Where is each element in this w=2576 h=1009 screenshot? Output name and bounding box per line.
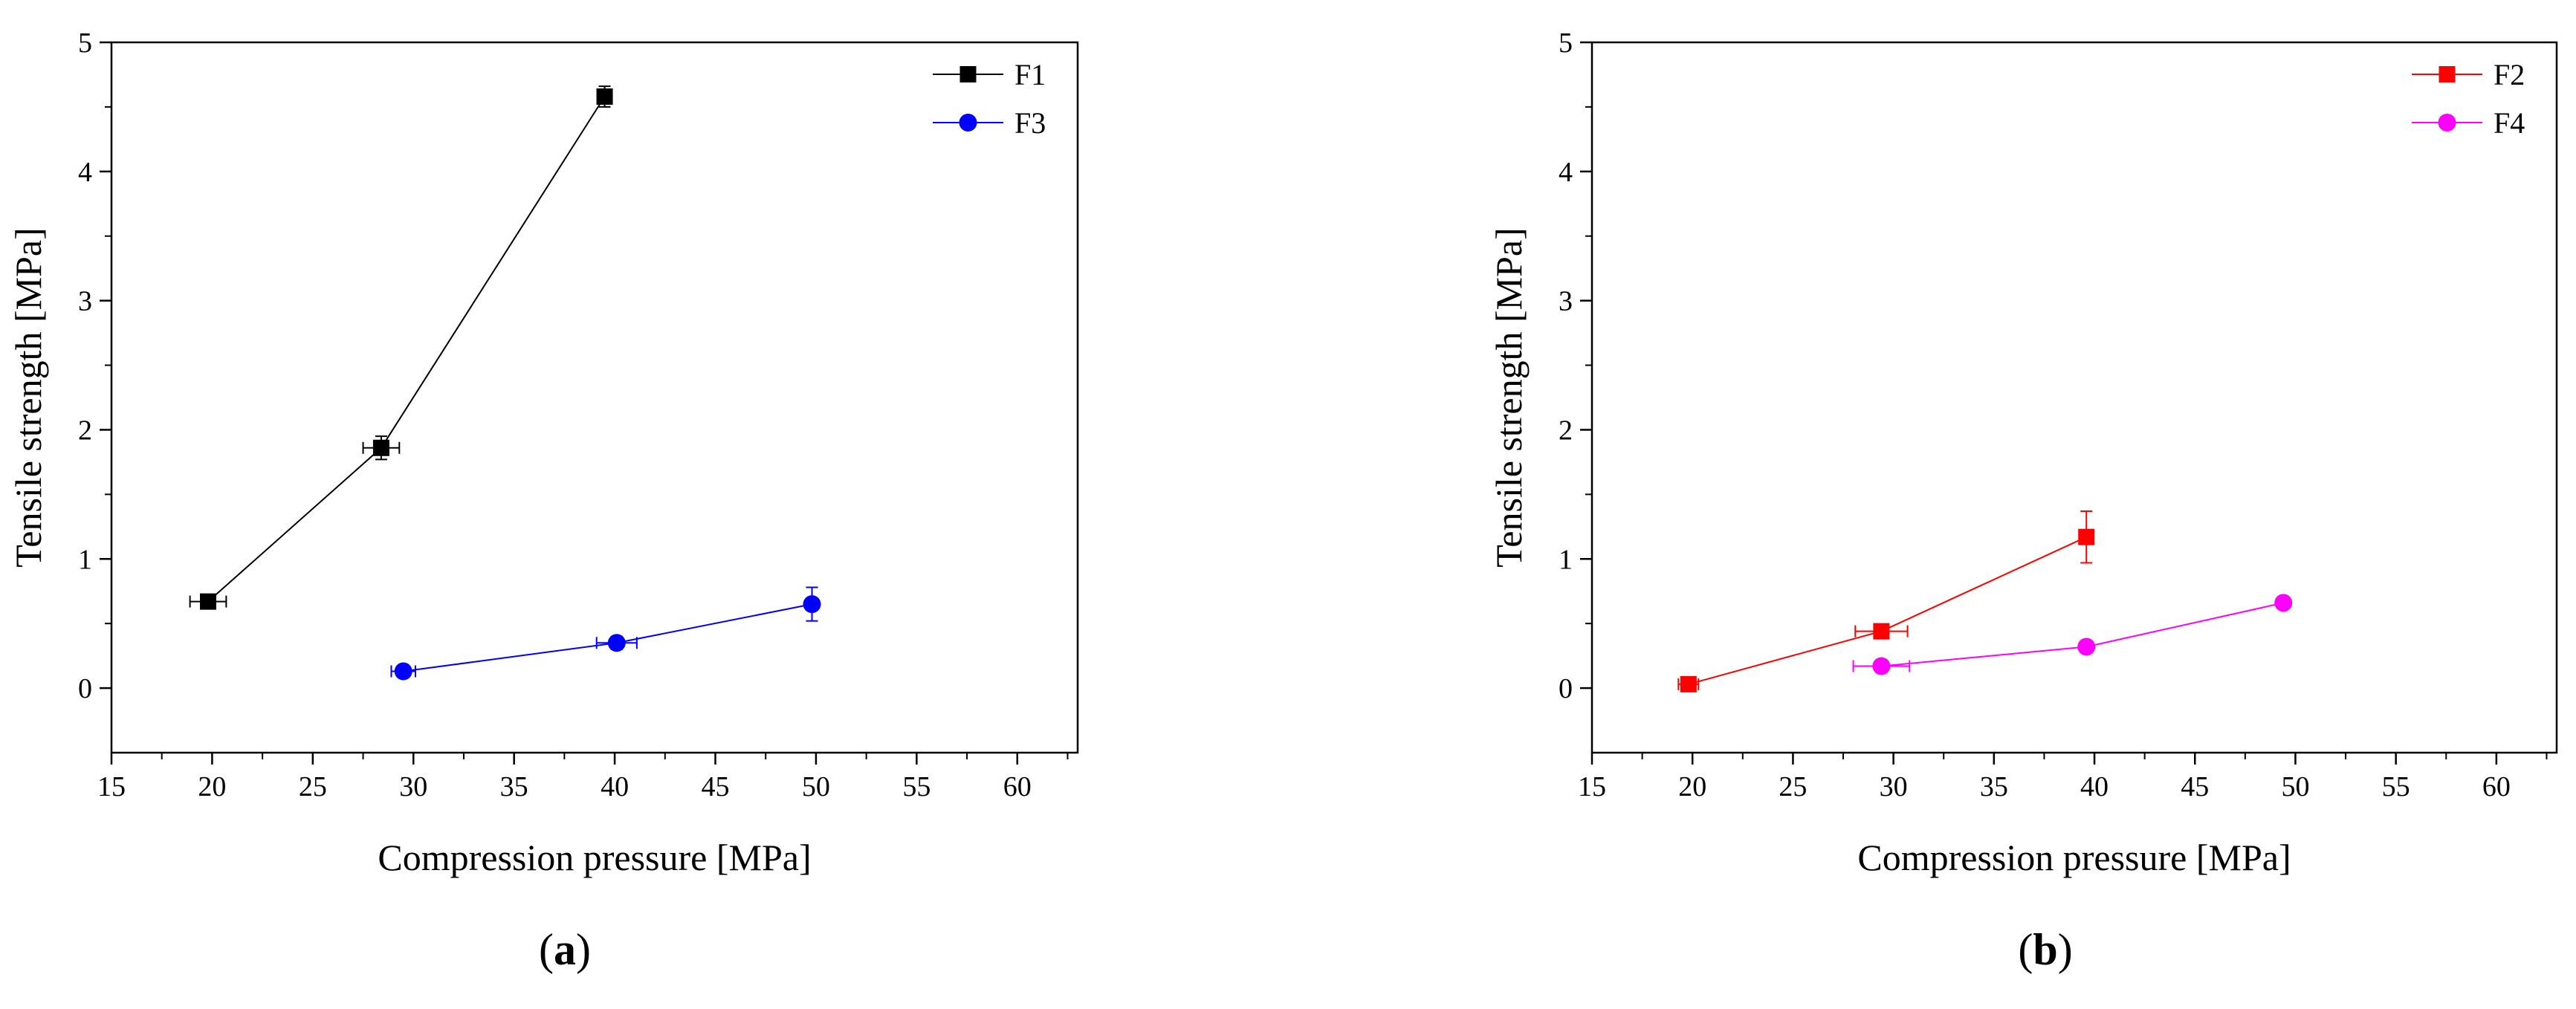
x-tick-label: 30 <box>1880 771 1908 802</box>
data-point-circle <box>803 595 821 614</box>
x-axis-title: Compression pressure [MPa] <box>378 837 811 878</box>
x-tick-label: 35 <box>1980 771 2008 802</box>
data-point-square <box>2078 528 2095 545</box>
legend-entry-f3: F3 <box>933 106 1046 140</box>
legend-label: F2 <box>2494 58 2525 91</box>
data-point-square <box>1873 623 1890 640</box>
x-tick-label: 25 <box>1779 771 1807 802</box>
caption-letter: a <box>554 925 576 974</box>
data-point-circle <box>1872 657 1891 675</box>
data-point-circle <box>607 634 626 652</box>
x-tick-label: 40 <box>2080 771 2109 802</box>
y-tick-label: 5 <box>78 27 92 59</box>
legend-marker-circle <box>959 114 977 132</box>
data-point-square <box>596 88 613 106</box>
caption-paren-close: ) <box>2058 925 2073 974</box>
y-tick-label: 4 <box>1559 157 1573 188</box>
y-tick-label: 0 <box>78 673 92 704</box>
legend-marker-circle <box>2438 114 2456 132</box>
series-f1 <box>189 85 613 610</box>
y-tick-label: 4 <box>78 157 92 188</box>
caption-paren-open: ( <box>2018 925 2033 974</box>
x-tick-label: 40 <box>601 771 629 802</box>
plot-frame <box>1590 41 2558 754</box>
series-line <box>403 603 812 672</box>
series-line <box>1881 602 2284 667</box>
x-tick-label: 25 <box>299 771 327 802</box>
panel-caption: (a) <box>539 925 591 974</box>
legend-entry-f2: F2 <box>2412 58 2525 91</box>
y-axis-title: Tensile strength [MPa] <box>7 227 49 568</box>
y-tick-label: 5 <box>1559 27 1573 59</box>
data-point-circle <box>394 662 412 681</box>
x-tick-label: 15 <box>97 771 126 802</box>
data-point-square <box>200 593 216 610</box>
data-point-square <box>372 439 389 456</box>
legend-entry-f4: F4 <box>2412 106 2525 140</box>
caption-paren-close: ) <box>576 925 591 974</box>
x-tick-label: 35 <box>500 771 528 802</box>
legend-label: F4 <box>2494 106 2525 140</box>
x-tick-label: 55 <box>2382 771 2410 802</box>
x-tick-label: 60 <box>2482 771 2511 802</box>
x-tick-label: 20 <box>1678 771 1706 802</box>
series-f2 <box>1677 510 2095 692</box>
y-tick-label: 2 <box>78 415 92 446</box>
panel-caption: (b) <box>2018 925 2072 974</box>
x-tick-label: 45 <box>702 771 730 802</box>
x-tick-label: 50 <box>802 771 830 802</box>
x-tick-label: 50 <box>2281 771 2309 802</box>
y-tick-label: 1 <box>1559 544 1573 575</box>
x-tick-label: 55 <box>902 771 931 802</box>
x-tick-label: 20 <box>198 771 226 802</box>
legend-label: F3 <box>1014 106 1046 140</box>
x-tick-label: 15 <box>1578 771 1606 802</box>
x-axis-title: Compression pressure [MPa] <box>1857 837 2291 878</box>
legend-marker-square <box>2439 66 2456 82</box>
y-tick-label: 3 <box>1559 286 1573 317</box>
y-axis-title: Tensile strength [MPa] <box>1488 227 1530 568</box>
y-tick-label: 2 <box>1559 415 1573 446</box>
x-tick-label: 60 <box>1003 771 1032 802</box>
plot-frame <box>110 41 1079 754</box>
x-tick-label: 45 <box>2181 771 2209 802</box>
legend-marker-square <box>959 66 977 82</box>
x-tick-label: 30 <box>399 771 427 802</box>
data-point-square <box>1680 675 1697 692</box>
series-f3 <box>390 586 821 681</box>
series-f4 <box>1852 594 2293 675</box>
y-tick-label: 3 <box>78 286 92 317</box>
legend-label: F1 <box>1014 58 1046 91</box>
y-tick-label: 0 <box>1559 673 1573 704</box>
data-point-circle <box>2077 637 2096 656</box>
caption-letter: b <box>2033 925 2057 974</box>
data-point-circle <box>2274 594 2293 612</box>
caption-paren-open: ( <box>539 925 554 974</box>
legend-entry-f1: F1 <box>933 58 1046 91</box>
y-tick-label: 1 <box>78 544 92 575</box>
series-line <box>207 96 606 603</box>
